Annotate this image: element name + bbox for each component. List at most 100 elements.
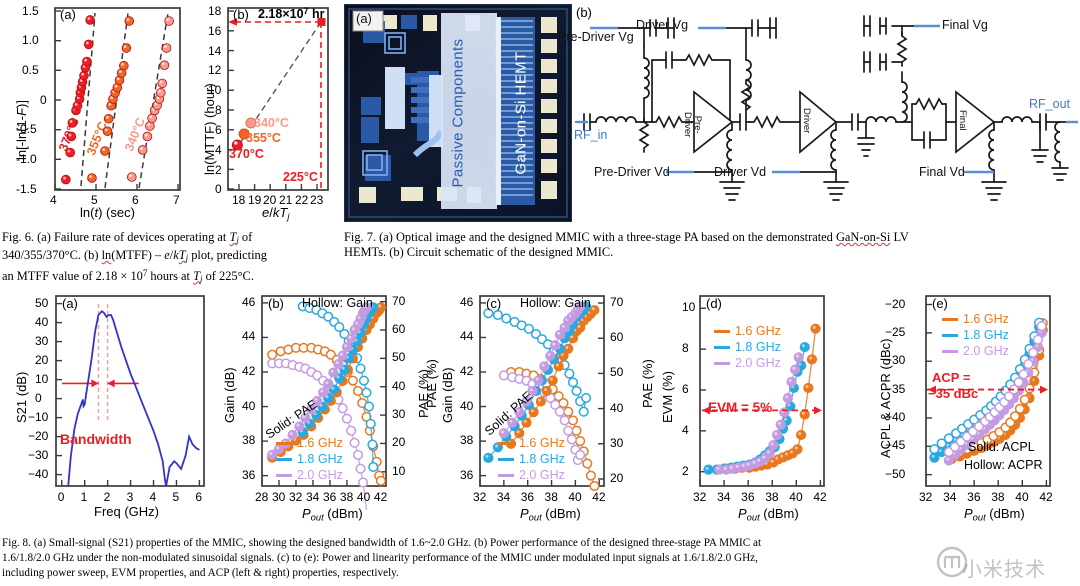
legend-item: 1.8 GHz <box>276 452 343 466</box>
figure6b-svg <box>227 7 329 191</box>
axis-tick-label: 36 <box>520 490 535 504</box>
axis-tick-label: −20 <box>885 296 906 311</box>
axis-tick-label: 34 <box>496 490 511 504</box>
chart-e-note-solid: Solid: ACPL <box>968 440 1035 454</box>
axis-tick-label: 4 <box>682 422 689 437</box>
amp-label-pre-driver: Pre- Driver <box>682 112 703 138</box>
axis-tick-label: 30 <box>35 333 49 348</box>
node-label-driver-vg: Driver Vg <box>636 18 689 32</box>
chart-c-xlabel: Pout (dBm) <box>520 506 581 523</box>
axis-tick-label: 40 <box>1015 490 1029 504</box>
legend-swatch <box>276 441 292 445</box>
chip-label-hemt: GaN-on-Si HEMT <box>512 51 530 175</box>
chart-e-xlabel: Pout (dBm) <box>964 506 1025 523</box>
fig6-caption-line2: 340/355/370°C. (b) ln(MTFF) – e/kTj plot… <box>2 247 267 264</box>
chart-d-ylabel: EVM (%) <box>660 371 675 423</box>
chart-d-svg <box>699 295 825 487</box>
axis-tick-label: 1 <box>80 490 88 504</box>
node-label-rf-in: RF_in <box>574 128 608 142</box>
f6b-xtick: 18 <box>232 193 246 207</box>
axis-tick-label: 10 <box>682 300 696 315</box>
chart-b-xlabel: Pout (dBm) <box>302 506 363 523</box>
axis-tick-label: 50 <box>610 365 624 380</box>
axis-tick-label: 4 <box>149 490 157 504</box>
legend-swatch <box>498 473 514 477</box>
legend-swatch <box>276 457 292 461</box>
axis-tick-label: −25 <box>885 324 906 339</box>
node-label-final-vg: Final Vg <box>942 18 988 32</box>
axis-tick-label: 42 <box>813 490 827 504</box>
figure7-circuit-schematic: (b) Pre-Driver Vg Driver Vg Final Vg RF_… <box>558 0 1080 222</box>
f6a-ytick: -1.5 <box>16 182 37 196</box>
axis-tick-label: 36 <box>741 490 755 504</box>
f6b-mttf-annotation: 2.18×107 hr <box>258 6 325 22</box>
legend-item: 1.6 GHz <box>498 436 565 450</box>
f6b-ytick: 2 <box>215 163 222 177</box>
fig8-caption-line3: including power sweep, EVM properties, a… <box>2 567 399 579</box>
axis-tick-label: 38 <box>991 490 1005 504</box>
legend-item: 1.8 GHz <box>942 328 1009 342</box>
axis-tick-label: 38 <box>765 490 779 504</box>
figure7b-panel-id: (b) <box>576 5 592 20</box>
legend-item: 1.8 GHz <box>714 340 781 354</box>
fig7-caption-line2: HEMTs. (b) Circuit schematic of the desi… <box>344 244 614 259</box>
legend-label: 1.8 GHz <box>297 452 343 466</box>
axis-tick-label: 38 <box>242 433 256 448</box>
f6a-ytick: -0.5 <box>16 122 37 136</box>
figure7a-panel-id: (a) <box>356 11 372 26</box>
chart-d-evm-threshold-label: EVM = 5% <box>708 400 773 415</box>
axis-tick-label: 42 <box>460 364 474 378</box>
axis-tick-label: −40 <box>885 409 906 424</box>
f6a-panel-id: (a) <box>60 7 76 22</box>
axis-tick-label: 40 <box>789 490 803 504</box>
legend-label: 2.0 GHz <box>735 356 781 370</box>
f6b-label-225: 225°C <box>283 170 318 184</box>
legend-item: 1.6 GHz <box>276 436 343 450</box>
f6b-xtick: 19 <box>248 193 262 207</box>
legend-swatch <box>714 345 730 349</box>
f6b-ytick: 0 <box>215 182 222 196</box>
chart-c-panel-id: (c) <box>486 296 502 311</box>
node-label-driver-vd: Driver Vd <box>714 165 767 179</box>
axis-tick-label: 40 <box>460 398 474 413</box>
axis-tick-label: 20 <box>610 470 624 485</box>
axis-tick-label: 0 <box>57 490 65 504</box>
f6b-xtick: 22 <box>295 193 309 207</box>
chart-b-svg <box>261 295 387 511</box>
axis-tick-label: 36 <box>242 467 256 482</box>
axis-tick-label: 30 <box>610 435 624 450</box>
legend-label: 1.8 GHz <box>519 452 565 466</box>
legend-swatch <box>714 361 730 365</box>
chart-c-y2label-left: PAE (%) <box>424 359 439 408</box>
f6a-ytick: 1.0 <box>22 33 39 47</box>
chart-c-note-hollow: Hollow: Gain <box>520 296 591 310</box>
chart-e-note-hollow: Hollow: ACPR <box>964 458 1043 472</box>
axis-tick-label: 38 <box>339 490 354 504</box>
axis-tick-label: 70 <box>610 295 624 310</box>
axis-tick-label: 50 <box>35 295 49 310</box>
axis-tick-label: 40 <box>610 400 624 415</box>
legend-label: 1.6 GHz <box>735 324 781 338</box>
axis-tick-label: −45 <box>885 438 906 453</box>
axis-tick-label: 6 <box>682 381 689 396</box>
fig8-caption-line1: Fig. 8. (a) Small-signal (S21) propertie… <box>2 537 762 549</box>
legend-label: 2.0 GHz <box>963 344 1009 358</box>
legend-swatch <box>714 329 730 333</box>
f6b-xtick: 23 <box>310 193 324 207</box>
chart-e-acp-threshold-l2: −35 dBc <box>928 386 979 401</box>
axis-tick-label: 8 <box>682 341 689 356</box>
axis-tick-label: 40 <box>568 490 582 504</box>
axis-tick-label: 32 <box>919 490 933 504</box>
chart-d-xlabel: Pout (dBm) <box>738 506 799 523</box>
watermark-logo-icon <box>936 546 968 578</box>
amp-label-final: Final <box>957 110 968 131</box>
f6b-ytick: 10 <box>208 83 222 97</box>
axis-tick-label: 3 <box>126 490 134 504</box>
axis-tick-label: 2 <box>682 463 689 478</box>
axis-tick-label: 42 <box>592 490 606 504</box>
legend-swatch <box>498 457 514 461</box>
chart-a-xlabel: Freq (GHz) <box>94 504 159 519</box>
chart-b-note-hollow: Hollow: Gain <box>302 296 373 310</box>
axis-tick-label: 36 <box>967 490 981 504</box>
f6a-xtick: 7 <box>173 193 180 207</box>
